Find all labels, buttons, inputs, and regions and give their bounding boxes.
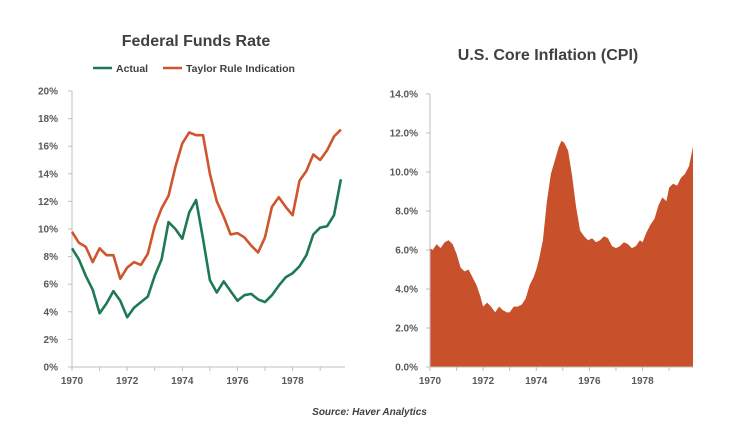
y-tick-label: 8%	[44, 252, 59, 263]
legend-label-taylor: Taylor Rule Indication	[186, 63, 295, 75]
legend-label-actual: Actual	[116, 63, 148, 75]
left-chart-axes: 0% 2% 4% 6% 8% 10% 12% 14% 16% 18% 20% 1970 1972 1974…	[38, 87, 345, 387]
federal-funds-rate-chart: Federal Funds Rate Actual Taylor Rule In…	[38, 33, 345, 387]
right-chart-axes: 0.0% 2.0% 4.0% 6.0% 8.0% 10.0% 12.0% 14.0% 1970 1…	[390, 90, 693, 387]
x-tick-label: 1974	[171, 376, 194, 387]
source-note: Source: Haver Analytics	[312, 407, 427, 418]
y-tick-label: 12%	[38, 197, 58, 208]
left-chart-legend: Actual Taylor Rule Indication	[93, 63, 295, 75]
y-tick-label: 18%	[38, 114, 58, 125]
series-line-taylor	[70, 128, 342, 281]
right-chart-series	[430, 140, 693, 367]
y-tick-label: 10%	[38, 225, 58, 236]
x-tick-label: 1972	[472, 376, 495, 387]
x-tick-label: 1974	[525, 376, 548, 387]
y-tick-label: 4%	[44, 307, 59, 318]
x-tick-label: 1970	[61, 376, 84, 387]
y-tick-label: 16%	[38, 142, 58, 153]
y-tick-label: 12.0%	[390, 129, 418, 140]
x-tick-label: 1976	[226, 376, 249, 387]
y-tick-label: 20%	[38, 87, 58, 98]
y-tick-label: 0%	[44, 363, 59, 374]
x-tick-label: 1978	[631, 376, 654, 387]
x-tick-label: 1978	[281, 376, 304, 387]
series-line-actual	[70, 179, 343, 319]
y-tick-label: 10.0%	[390, 168, 418, 179]
y-tick-label: 14%	[38, 169, 58, 180]
y-tick-label: 14.0%	[390, 90, 418, 101]
right-chart-title: U.S. Core Inflation (CPI)	[458, 47, 638, 64]
inflation-area	[430, 140, 693, 367]
x-tick-label: 1970	[419, 376, 442, 387]
y-tick-label: 0.0%	[395, 363, 418, 374]
y-tick-label: 6.0%	[395, 246, 418, 257]
left-chart-title: Federal Funds Rate	[122, 33, 271, 50]
y-tick-label: 8.0%	[395, 207, 418, 218]
left-chart-series	[70, 128, 343, 319]
x-tick-label: 1972	[116, 376, 139, 387]
y-tick-label: 2%	[44, 335, 59, 346]
y-tick-label: 4.0%	[395, 285, 418, 296]
core-inflation-chart: U.S. Core Inflation (CPI) 0.0% 2.0% 4.0% 6.…	[390, 47, 693, 387]
x-tick-label: 1976	[578, 376, 601, 387]
y-tick-label: 6%	[44, 280, 59, 291]
y-tick-label: 2.0%	[395, 324, 418, 335]
